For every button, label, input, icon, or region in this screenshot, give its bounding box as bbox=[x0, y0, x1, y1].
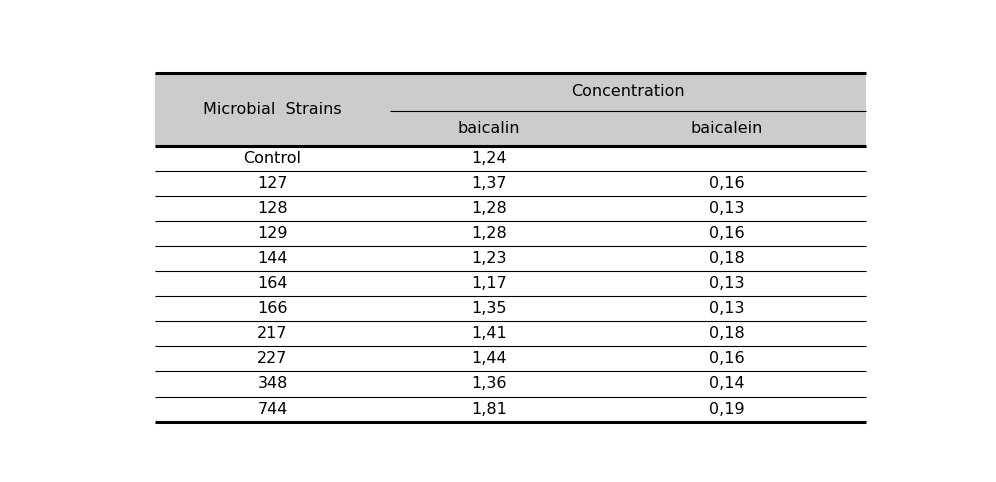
Text: 744: 744 bbox=[257, 402, 288, 416]
Text: 0,13: 0,13 bbox=[709, 276, 745, 291]
Text: 0,13: 0,13 bbox=[709, 301, 745, 316]
Text: 227: 227 bbox=[257, 351, 288, 366]
Text: 166: 166 bbox=[257, 301, 288, 316]
Text: 1,35: 1,35 bbox=[471, 301, 507, 316]
Text: 144: 144 bbox=[257, 251, 288, 266]
Text: 1,37: 1,37 bbox=[471, 176, 507, 191]
Text: 0,13: 0,13 bbox=[709, 201, 745, 216]
Text: 0,18: 0,18 bbox=[709, 326, 745, 341]
Text: 0,16: 0,16 bbox=[709, 351, 745, 366]
Text: Control: Control bbox=[244, 151, 302, 166]
FancyBboxPatch shape bbox=[155, 73, 866, 146]
Text: 128: 128 bbox=[257, 201, 288, 216]
Text: 348: 348 bbox=[257, 376, 288, 391]
Text: baicalin: baicalin bbox=[458, 121, 520, 136]
Text: 1,24: 1,24 bbox=[471, 151, 507, 166]
Text: Microbial  Strains: Microbial Strains bbox=[203, 102, 342, 117]
Text: 127: 127 bbox=[257, 176, 288, 191]
Text: 164: 164 bbox=[257, 276, 288, 291]
Text: 0,14: 0,14 bbox=[709, 376, 745, 391]
Text: baicalein: baicalein bbox=[691, 121, 763, 136]
Text: 217: 217 bbox=[257, 326, 288, 341]
Text: 1,28: 1,28 bbox=[471, 226, 507, 241]
Text: 0,16: 0,16 bbox=[709, 176, 745, 191]
Text: 129: 129 bbox=[257, 226, 288, 241]
Text: 1,41: 1,41 bbox=[471, 326, 507, 341]
Text: Concentration: Concentration bbox=[571, 84, 684, 99]
Text: 1,44: 1,44 bbox=[471, 351, 507, 366]
Text: 1,17: 1,17 bbox=[471, 276, 507, 291]
Text: 0,16: 0,16 bbox=[709, 226, 745, 241]
Text: 0,18: 0,18 bbox=[709, 251, 745, 266]
Text: 1,36: 1,36 bbox=[471, 376, 507, 391]
Text: 1,23: 1,23 bbox=[471, 251, 507, 266]
Text: 0,19: 0,19 bbox=[709, 402, 745, 416]
Text: 1,81: 1,81 bbox=[471, 402, 507, 416]
Text: 1,28: 1,28 bbox=[471, 201, 507, 216]
